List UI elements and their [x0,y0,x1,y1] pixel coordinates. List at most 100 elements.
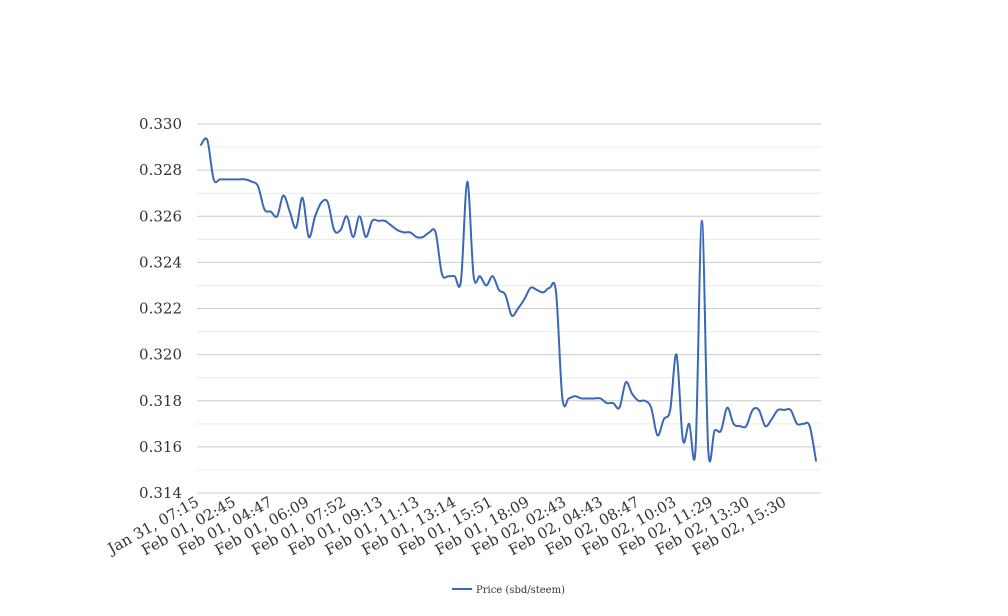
data-point [783,409,786,411]
data-point [301,197,304,199]
data-point [263,208,266,211]
data-point [536,289,538,291]
legend: Price (sbd/steem) [452,585,565,596]
data-point [276,215,278,218]
data-point [282,194,285,197]
data-point [365,236,367,238]
data-point [777,409,779,411]
data-point [403,231,405,234]
data-point [808,425,811,427]
data-point [200,143,202,146]
data-point [346,215,348,218]
data-point [510,314,513,317]
data-point [542,291,545,294]
y-tick-label: 0.318 [139,392,182,410]
data-point [605,402,608,404]
data-point [726,406,729,409]
data-point [219,178,221,181]
data-point [491,275,494,278]
data-point [770,418,773,421]
y-tick-label: 0.314 [139,484,182,502]
data-point [574,395,576,397]
data-point [396,229,399,231]
data-point [739,425,741,427]
y-tick-label: 0.322 [139,300,182,318]
data-point [637,399,640,402]
data-point [732,423,735,425]
data-point [802,423,805,425]
data-point [796,423,798,425]
data-point [447,275,450,278]
data-point [720,429,722,432]
data-point [384,220,386,222]
data-point [269,210,272,213]
data-point [656,434,659,437]
data-point [523,298,526,301]
data-point [815,459,817,462]
data-point [498,289,500,291]
series-layer [200,137,817,463]
y-axis-ticks: 0.314 0.316 0.318 0.320 0.322 0.324 0.326 0.328… [139,115,182,502]
data-point [333,229,335,231]
data-point [307,236,310,238]
data-point [257,185,259,188]
data-point [320,201,323,204]
legend-label: Price (sbd/steem) [476,585,565,596]
data-point [567,397,570,400]
data-point [472,275,475,278]
data-point [599,397,602,400]
data-point [485,284,488,287]
data-point [631,393,633,395]
data-point [707,448,710,450]
data-point [377,220,380,222]
data-point [371,220,373,222]
data-point [745,425,748,427]
data-point [701,220,703,222]
data-point [295,226,297,229]
data-point [764,425,767,427]
gridlines [197,123,821,494]
data-point [624,381,627,384]
data-point [479,275,481,278]
data-point [434,231,437,234]
data-point [428,231,431,234]
data-point [238,178,240,181]
data-point [650,406,652,409]
data-point [409,231,412,234]
data-point [225,178,228,181]
data-point [751,409,754,411]
data-point [466,180,469,183]
data-point [675,353,678,356]
data-point [415,236,418,238]
data-point [212,178,215,181]
data-point [682,439,684,441]
data-point [758,409,760,411]
data-point [390,224,393,227]
y-tick-label: 0.324 [139,253,182,271]
data-point [231,178,234,181]
data-point [529,286,532,289]
data-point [713,429,716,432]
data-point [688,423,690,425]
series-line [200,137,817,463]
y-tick-label: 0.326 [139,207,182,225]
data-point [453,275,456,278]
data-point [327,201,329,204]
data-point [244,178,247,181]
y-tick-label: 0.320 [139,346,182,364]
data-point [206,139,209,141]
y-tick-label: 0.330 [139,115,182,133]
data-point [504,293,507,296]
data-point [314,215,316,218]
data-point [460,280,462,282]
data-point [358,215,361,218]
data-point [517,307,519,310]
data-point [644,399,646,402]
y-tick-label: 0.328 [139,161,182,179]
data-point [663,418,665,421]
data-point [561,397,564,400]
data-point [352,236,354,238]
data-point [580,397,583,400]
